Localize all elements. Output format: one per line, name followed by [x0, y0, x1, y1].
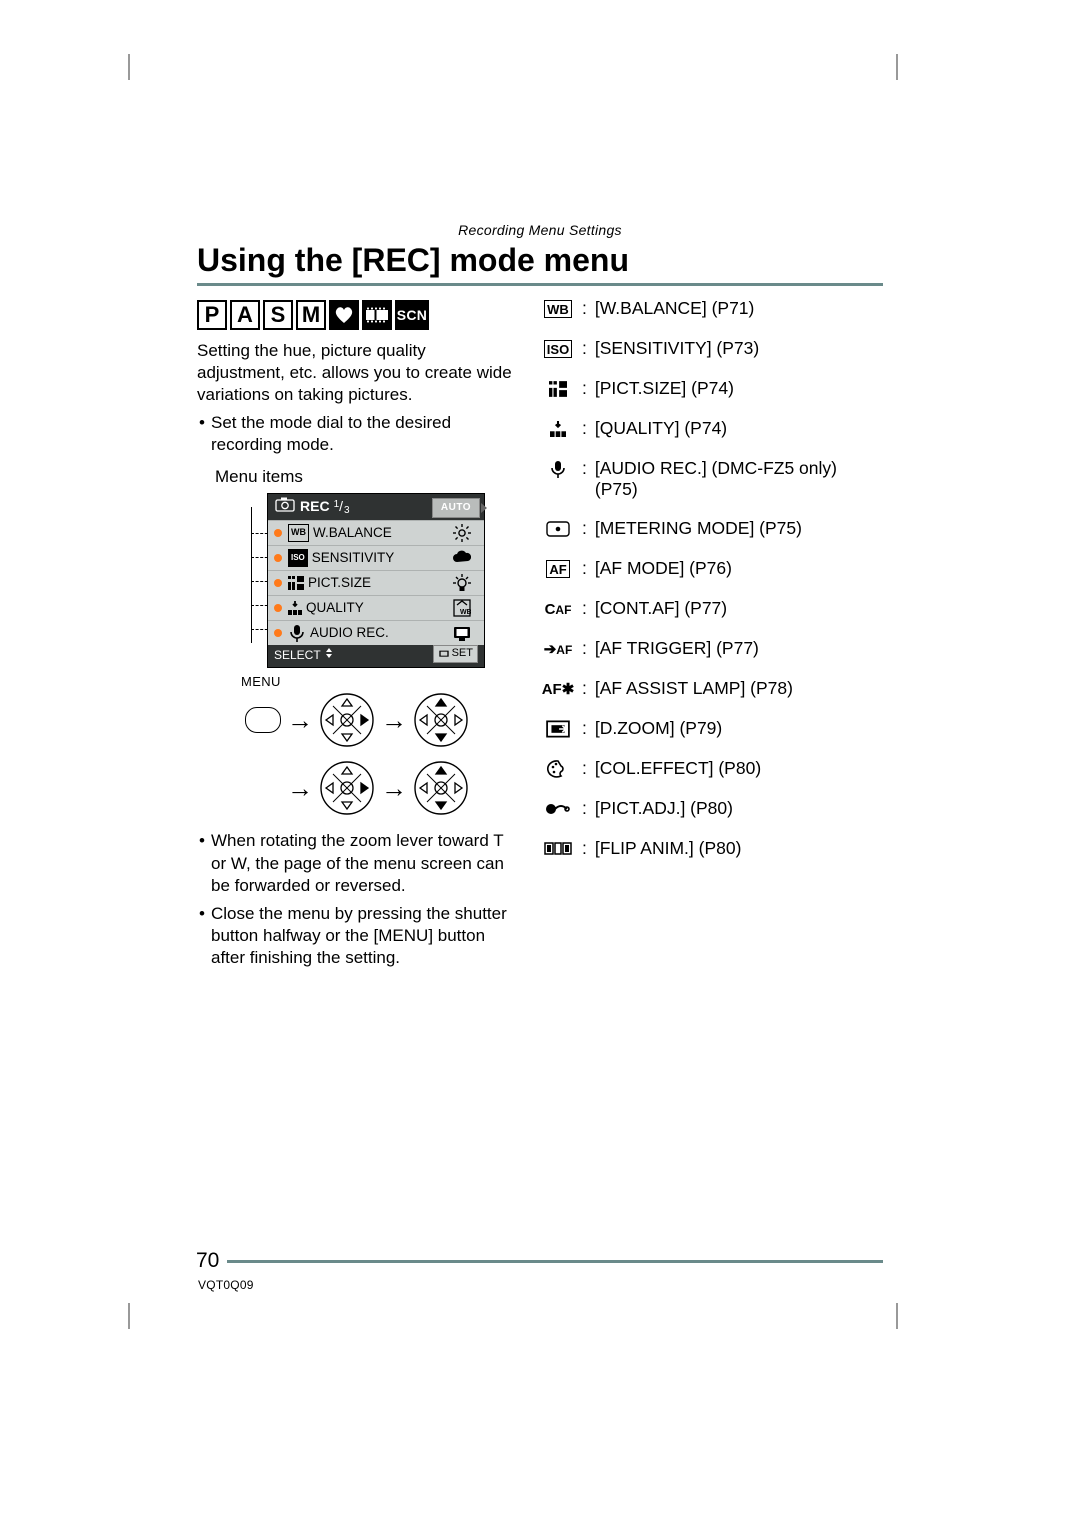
panel-title: REC	[300, 497, 330, 515]
running-head: Recording Menu Settings	[0, 222, 1080, 238]
pictadj-icon	[542, 798, 574, 820]
dzoom-icon	[542, 718, 574, 740]
leader-vertical	[251, 507, 252, 643]
mode-s-icon: S	[263, 300, 293, 330]
menu-item-label: [AF MODE] (P76)	[595, 558, 852, 579]
panel-row: PICT.SIZE	[268, 570, 484, 595]
mode-badges: P A S M SCN	[197, 300, 513, 330]
dpad-sequence: → → → →	[245, 692, 513, 816]
menu-items-label: Menu items	[215, 466, 513, 488]
set-mode-text: Set the mode dial to the desired recordi…	[197, 412, 513, 456]
arrow-icon: →	[381, 775, 407, 801]
menu-item-label: [W.BALANCE] (P71)	[595, 298, 852, 319]
zoom-note: When rotating the zoom lever toward T or…	[197, 830, 513, 896]
afassist-icon: AF✱	[542, 678, 574, 700]
auto-badge: AUTO	[432, 498, 480, 518]
arrow-icon: →	[287, 707, 313, 733]
metering-icon	[542, 518, 574, 540]
panel-row: ISOSENSITIVITY	[268, 545, 484, 570]
dpad-updown-icon	[413, 692, 469, 748]
page-number: 70	[196, 1249, 219, 1273]
menu-item-label: [D.ZOOM] (P79)	[595, 718, 852, 739]
menu-item-label: [QUALITY] (P74)	[595, 418, 852, 439]
menu-item-label: [SENSITIVITY] (P73)	[595, 338, 852, 359]
mode-p-icon: P	[197, 300, 227, 330]
camera-icon	[274, 495, 296, 517]
contaf-icon: CAF	[542, 598, 574, 620]
panel-row: WBW.BALANCE	[268, 520, 484, 545]
page-title: Using the [REC] mode menu	[197, 242, 629, 279]
arrow-icon: →	[287, 775, 313, 801]
doc-code: VQT0Q09	[198, 1278, 254, 1292]
menu-button-icon	[245, 707, 281, 733]
wb-icon: WB	[542, 298, 574, 320]
menu-item-label: [PICT.SIZE] (P74)	[595, 378, 852, 399]
intro-text: Setting the hue, picture quality adjustm…	[197, 340, 513, 406]
set-box: SET	[433, 645, 478, 663]
mode-motion-icon	[362, 300, 392, 330]
af-icon: AF	[542, 558, 574, 580]
mode-heart-icon	[329, 300, 359, 330]
flipanim-icon	[542, 838, 574, 860]
dpad-right-icon	[319, 692, 375, 748]
close-note: Close the menu by pressing the shutter b…	[197, 903, 513, 969]
panel-row: QUALITY	[268, 595, 484, 620]
dpad-updown-icon	[413, 760, 469, 816]
menu-item-label: [AF TRIGGER] (P77)	[595, 638, 852, 659]
panel-footer: SELECT SET SET	[268, 645, 484, 667]
menu-item-label: [AUDIO REC.] (DMC-FZ5 only)(P75)	[595, 458, 852, 500]
dpad-right-icon	[319, 760, 375, 816]
menu-item-label: [FLIP ANIM.] (P80)	[595, 838, 852, 859]
iso-icon: ISO	[542, 338, 574, 360]
mode-scn-icon: SCN	[395, 300, 429, 330]
footer-rule	[227, 1260, 883, 1263]
page-den: 3	[344, 505, 350, 516]
quality-icon	[542, 418, 574, 440]
rec-menu-panel: REC 1/3 AUTO WBW.BALANCE ISOSENSITIVITY …	[241, 493, 495, 668]
page-num: 1	[334, 499, 340, 510]
pictsize-icon	[542, 378, 574, 400]
panel-header: REC 1/3 AUTO	[268, 494, 484, 520]
menu-item-label: [COL.EFFECT] (P80)	[595, 758, 852, 779]
coleffect-icon	[542, 758, 574, 780]
menu-item-label: [METERING MODE] (P75)	[595, 518, 852, 539]
menu-item-list: WB:[W.BALANCE] (P71) ISO:[SENSITIVITY] (…	[542, 298, 852, 878]
arrow-icon: →	[381, 707, 407, 733]
mode-a-icon: A	[230, 300, 260, 330]
menu-item-label: [AF ASSIST LAMP] (P78)	[595, 678, 852, 699]
mic-icon	[542, 458, 574, 480]
mode-m-icon: M	[296, 300, 326, 330]
aftrigger-icon: ➔AF	[542, 638, 574, 660]
menu-item-label: [PICT.ADJ.] (P80)	[595, 798, 852, 819]
menu-item-label: [CONT.AF] (P77)	[595, 598, 852, 619]
panel-row: AUDIO REC.	[268, 620, 484, 645]
menu-caption: MENU	[241, 674, 513, 691]
title-rule	[197, 283, 883, 286]
